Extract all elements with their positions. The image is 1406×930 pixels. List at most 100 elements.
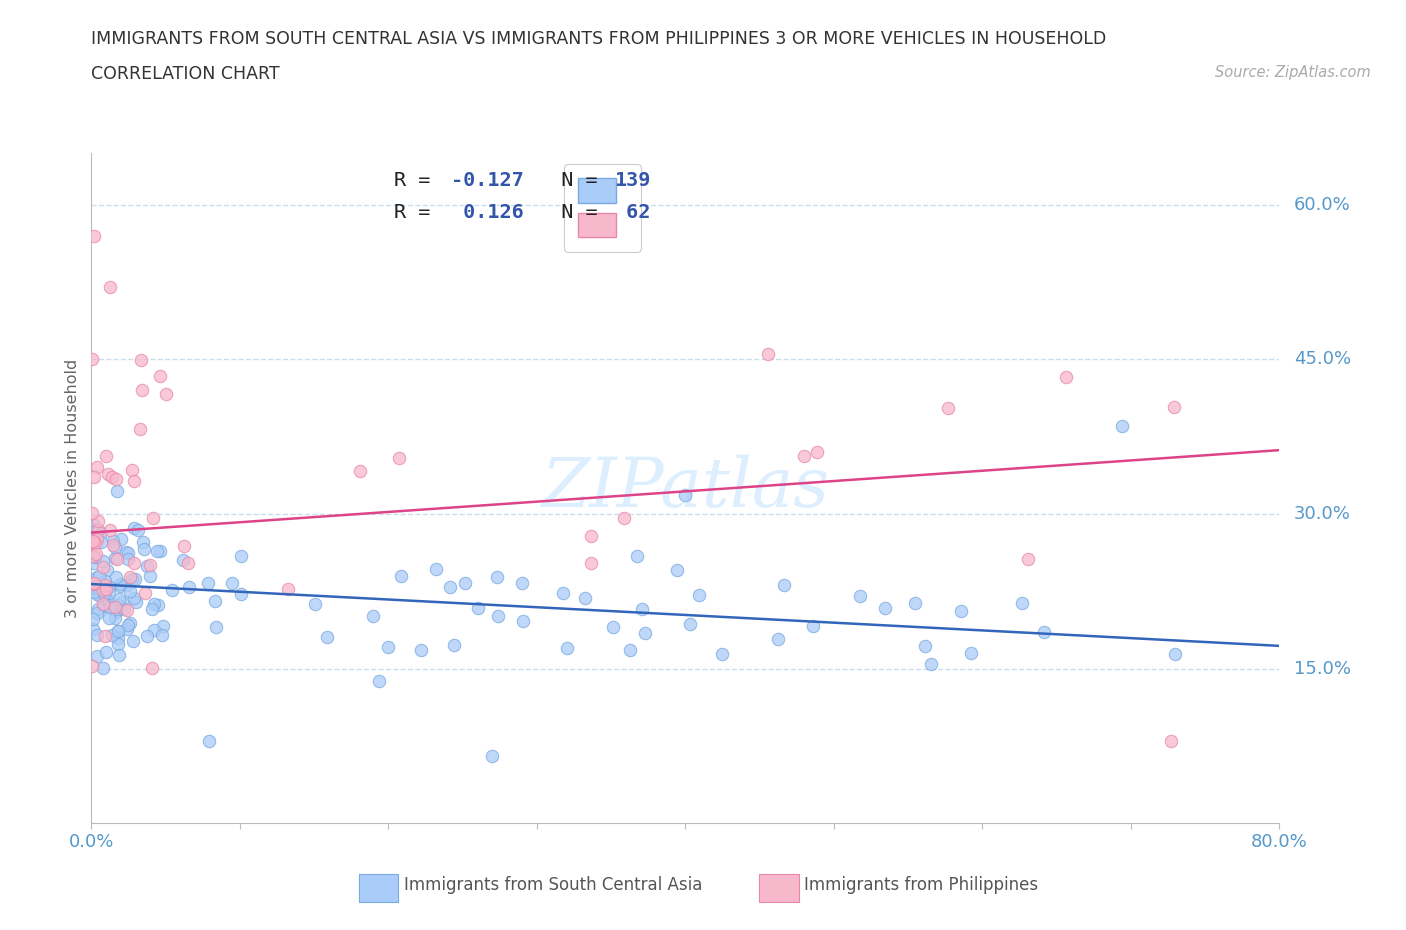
Point bbox=[107, 631, 129, 645]
Point bbox=[94, 448, 117, 463]
Point bbox=[555, 640, 578, 655]
Point bbox=[1054, 369, 1077, 384]
Point bbox=[101, 470, 124, 485]
Point bbox=[136, 558, 159, 573]
Point bbox=[94, 629, 117, 644]
Point bbox=[86, 459, 108, 474]
Point bbox=[107, 601, 129, 616]
Point bbox=[87, 588, 110, 603]
Point bbox=[87, 602, 110, 617]
Point bbox=[121, 571, 143, 586]
Point bbox=[146, 598, 169, 613]
Point bbox=[1017, 551, 1039, 566]
Point bbox=[602, 619, 624, 634]
Point bbox=[120, 583, 142, 598]
Point bbox=[711, 646, 734, 661]
Point bbox=[613, 511, 636, 525]
Point bbox=[914, 638, 936, 653]
Point bbox=[204, 593, 226, 608]
Text: ZIPatlas: ZIPatlas bbox=[541, 455, 830, 522]
Point bbox=[84, 581, 107, 596]
Point bbox=[579, 529, 602, 544]
Text: 0.126: 0.126 bbox=[451, 203, 524, 222]
Point bbox=[149, 369, 172, 384]
Point bbox=[173, 538, 195, 553]
Point bbox=[141, 660, 163, 675]
Point bbox=[86, 627, 108, 642]
Text: 45.0%: 45.0% bbox=[1294, 351, 1351, 368]
Point bbox=[132, 535, 155, 550]
Point bbox=[204, 619, 226, 634]
Text: 139: 139 bbox=[614, 171, 651, 190]
Text: -0.127: -0.127 bbox=[451, 171, 524, 190]
Point bbox=[162, 583, 184, 598]
Text: Source: ZipAtlas.com: Source: ZipAtlas.com bbox=[1215, 65, 1371, 80]
Y-axis label: 3 or more Vehicles in Household: 3 or more Vehicles in Household bbox=[65, 359, 80, 618]
Point bbox=[101, 533, 124, 548]
Point bbox=[82, 611, 104, 626]
Point bbox=[82, 352, 104, 367]
Point bbox=[121, 463, 143, 478]
Point bbox=[90, 526, 112, 541]
Point bbox=[84, 523, 107, 538]
Point bbox=[688, 588, 710, 603]
Point bbox=[904, 595, 927, 610]
Point bbox=[107, 591, 129, 606]
Point bbox=[97, 593, 120, 608]
Point bbox=[793, 449, 815, 464]
Point bbox=[84, 547, 107, 562]
Point bbox=[82, 578, 104, 593]
Point bbox=[177, 556, 200, 571]
Point bbox=[83, 229, 105, 244]
Text: 15.0%: 15.0% bbox=[1294, 659, 1351, 678]
Point bbox=[486, 608, 509, 623]
Point bbox=[136, 629, 159, 644]
Point bbox=[105, 484, 128, 498]
Point bbox=[117, 546, 139, 561]
Point bbox=[149, 543, 172, 558]
Point bbox=[665, 563, 688, 578]
Point bbox=[756, 346, 779, 361]
Point bbox=[229, 549, 252, 564]
Point bbox=[388, 451, 411, 466]
Point bbox=[105, 570, 128, 585]
Point bbox=[82, 577, 104, 591]
Point bbox=[673, 487, 696, 502]
Point bbox=[198, 733, 221, 748]
Point bbox=[766, 631, 789, 646]
Point bbox=[115, 545, 138, 560]
Point bbox=[83, 470, 105, 485]
Point bbox=[91, 660, 114, 675]
Point bbox=[84, 580, 107, 595]
Point bbox=[454, 576, 477, 591]
Text: IMMIGRANTS FROM SOUTH CENTRAL ASIA VS IMMIGRANTS FROM PHILIPPINES 3 OR MORE VEHI: IMMIGRANTS FROM SOUTH CENTRAL ASIA VS IM… bbox=[91, 30, 1107, 47]
Point bbox=[129, 353, 152, 368]
Point bbox=[127, 523, 149, 538]
Point bbox=[83, 579, 105, 594]
Point bbox=[108, 578, 131, 593]
Point bbox=[512, 614, 534, 629]
Point bbox=[86, 606, 108, 621]
Point bbox=[114, 602, 136, 617]
Point bbox=[110, 532, 132, 547]
Point bbox=[83, 585, 105, 600]
Point bbox=[115, 603, 138, 618]
Point bbox=[177, 579, 200, 594]
Text: 30.0%: 30.0% bbox=[1294, 505, 1351, 523]
Text: R =: R = bbox=[394, 203, 443, 222]
Point bbox=[139, 568, 162, 583]
Point bbox=[142, 623, 165, 638]
Point bbox=[82, 533, 104, 548]
Point bbox=[122, 473, 145, 488]
Point bbox=[82, 658, 104, 673]
Point bbox=[481, 749, 503, 764]
Point bbox=[104, 551, 127, 565]
Point bbox=[1160, 733, 1182, 748]
Point bbox=[439, 579, 461, 594]
Text: 62: 62 bbox=[614, 203, 651, 222]
Point bbox=[96, 563, 118, 578]
Point bbox=[104, 599, 127, 614]
Point bbox=[150, 628, 173, 643]
Point bbox=[368, 673, 391, 688]
Point bbox=[117, 551, 139, 566]
